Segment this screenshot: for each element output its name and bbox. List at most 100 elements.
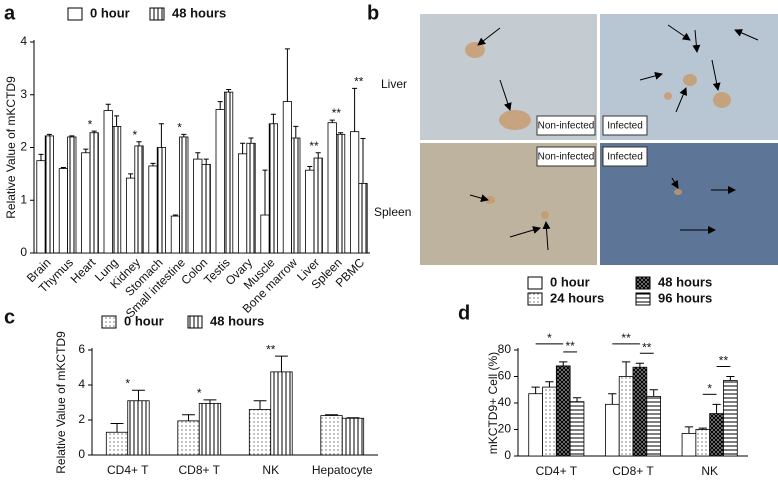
bar [358,182,368,254]
bar [198,402,222,456]
bar [246,142,256,254]
error-bar [128,173,134,179]
legend-swatch [635,276,651,290]
x-tick-label: CD4+ T [107,463,149,477]
caption: Infected [607,152,643,163]
error-bar [217,101,223,110]
significance: ** [266,342,276,356]
bar [237,153,248,254]
bracket-label: * [707,381,712,395]
error-bar [352,87,358,132]
y-tick-label: 80 [498,342,512,356]
caption-box [536,115,596,136]
bar [103,110,113,254]
error-bar [621,361,631,377]
bar [270,371,293,456]
error-bar [284,48,290,102]
error-bar [226,88,232,93]
stain [465,42,731,219]
bar [67,136,77,254]
error-bar [262,169,268,216]
bar [723,380,738,457]
error-bar [315,152,321,159]
legend-label: 96 hours [658,290,712,305]
error-bar [698,427,707,430]
bar [148,165,158,254]
x-tick-label: Heart [68,255,99,286]
legend-label: 24 hours [550,290,604,305]
bar [89,132,99,254]
y-tick-label: 2 [78,412,85,426]
caption: Non-infected [538,121,595,132]
bar [313,157,323,254]
error-bar [608,393,617,405]
error-bar [136,141,142,146]
caption: Infected [607,121,643,132]
y-tick-label: 4 [20,34,27,48]
error-bar [684,426,694,434]
error-bar [114,115,120,127]
error-bar [69,135,75,137]
bar [681,433,697,457]
bar [646,395,661,457]
bar [260,214,270,254]
bar [58,168,69,254]
legend-label: 48 hours [658,274,712,289]
caption: Non-infected [538,152,595,163]
y-tick-label: 2 [20,140,27,154]
y-tick-label: 60 [498,369,512,383]
legend-swatch [527,276,543,290]
caption-box [536,146,596,167]
error-bar [181,133,187,137]
y-tick-label: 0 [78,447,85,461]
error-bar [559,361,568,366]
bar [305,169,315,254]
bar [170,215,180,254]
y-tick-label: 40 [498,395,512,409]
y-tick-label: 6 [78,342,85,356]
bar [320,415,343,456]
error-bar [83,148,89,153]
panel-letter: c [4,306,15,328]
bar [341,417,365,456]
bar [105,431,129,456]
bar [709,413,724,457]
error-bar [293,125,299,139]
significance: * [88,117,93,131]
bar [618,376,634,457]
legend-label: 0 hour [124,313,164,328]
bracket-label: ** [621,331,631,345]
x-tick-label: NK [262,463,279,477]
error-bar [329,119,335,123]
bar [248,409,272,456]
y-tick-label: 20 [498,422,512,436]
legend-label: 0 hour [90,5,130,20]
error-bar [325,414,338,416]
x-tick-label: CD8+ T [612,464,654,478]
bar [605,403,620,457]
bar [134,145,144,254]
error-bar [307,165,313,171]
bar [327,122,337,254]
legend-label: 48 hours [210,313,264,328]
bar [335,133,346,254]
panel-letter: b [367,2,379,24]
panel-letter: d [458,302,470,324]
significance: * [132,128,137,142]
bar [201,163,211,254]
error-bar [253,400,267,410]
significance: * [125,376,130,390]
bar [695,429,711,457]
error-bar [105,103,111,111]
error-bar [240,142,246,154]
panel-letter: a [4,2,16,24]
y-tick-label: 4 [78,377,85,391]
caption-box [602,115,648,136]
error-bar [60,167,66,169]
y-axis-label: Relative Value of mKCTD9 [4,76,18,219]
significance: ** [309,139,319,153]
caption-box [602,146,648,167]
x-tick-label: CD8+ T [179,463,221,477]
